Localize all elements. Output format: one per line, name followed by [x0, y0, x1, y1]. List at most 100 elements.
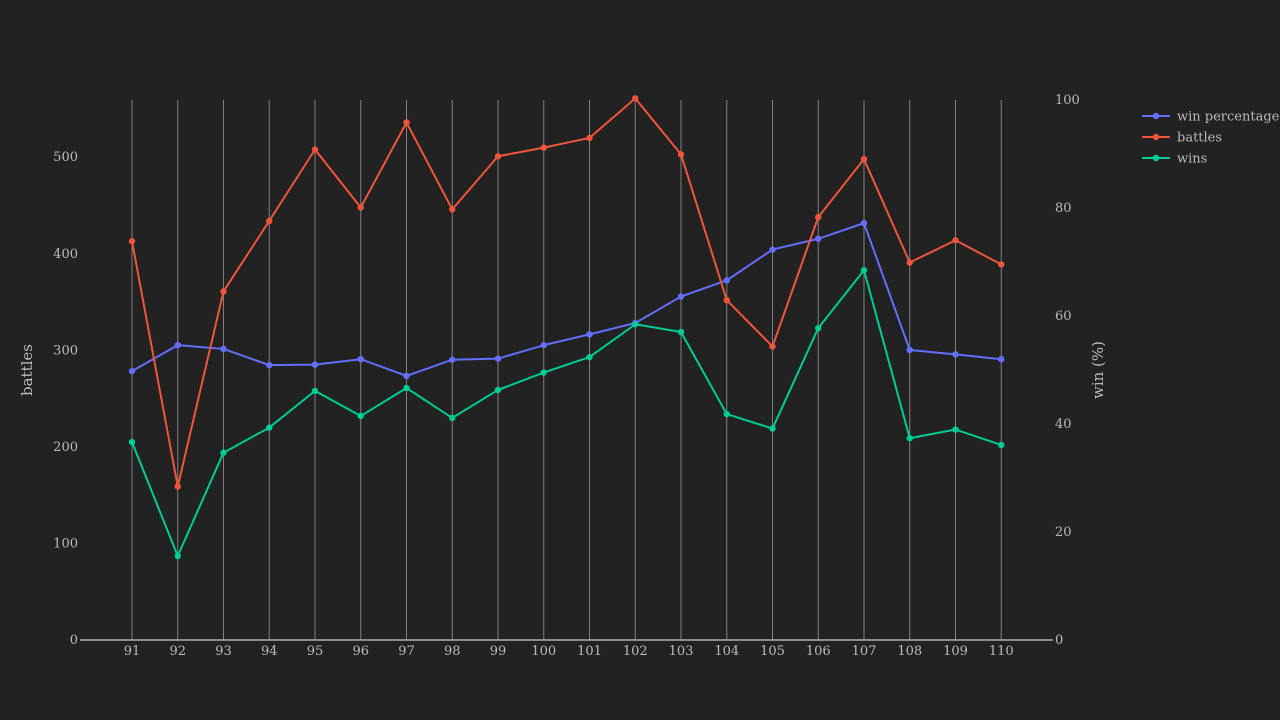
- x-tick-label: 105: [760, 644, 785, 659]
- data-point-wins: [174, 552, 181, 560]
- legend-item-wins[interactable]: wins: [1142, 152, 1207, 167]
- data-point-battles: [906, 259, 913, 266]
- series-battles: [128, 95, 1005, 490]
- data-point-wins: [266, 424, 273, 431]
- x-tick-label: 96: [352, 644, 369, 659]
- data-point-win-percentage: [220, 345, 227, 353]
- data-point-win-percentage: [860, 219, 868, 227]
- x-tick-label: 104: [714, 644, 739, 659]
- y-tick-label: 500: [53, 150, 78, 165]
- y2-tick-label: 0: [1055, 633, 1063, 648]
- data-point-wins: [449, 414, 456, 422]
- legend-swatch-marker: [1152, 154, 1160, 162]
- y2-tick-labels: 0 20 40 60 80 100: [1055, 93, 1080, 648]
- data-point-wins: [540, 369, 547, 376]
- data-point-win-percentage: [677, 293, 685, 300]
- data-point-wins: [677, 328, 685, 336]
- x-tick-label: 98: [444, 644, 461, 659]
- data-point-battles: [723, 296, 730, 304]
- axes: battles win (%): [18, 341, 1107, 641]
- x-tick-label: 103: [669, 644, 694, 659]
- series-line-win-percentage: [131, 222, 1002, 377]
- y-axis-title: battles: [18, 344, 36, 396]
- series-line-wins: [131, 269, 1002, 557]
- data-point-battles: [403, 119, 410, 126]
- y2-tick-label: 80: [1055, 201, 1072, 216]
- data-point-wins: [586, 353, 593, 361]
- data-point-win-percentage: [494, 355, 502, 362]
- data-point-battles: [494, 153, 502, 160]
- x-tick-label: 91: [124, 644, 141, 659]
- legend[interactable]: win percentage battles wins: [1142, 110, 1280, 167]
- data-point-battles: [677, 151, 685, 158]
- x-tick-labels: 91 92 93 94 95 96 97 98 99 100 101 102 103 104 105 106 1…: [124, 644, 1014, 659]
- data-point-win-percentage: [586, 331, 593, 338]
- data-point-win-percentage: [769, 246, 776, 253]
- data-point-win-percentage: [174, 341, 181, 349]
- data-point-wins: [860, 267, 868, 274]
- data-point-win-percentage: [723, 277, 730, 284]
- data-point-battles: [998, 261, 1005, 268]
- data-point-win-percentage: [815, 235, 822, 242]
- x-tick-label: 99: [490, 644, 507, 659]
- x-tick-label: 102: [623, 644, 648, 659]
- legend-swatch-marker: [1152, 112, 1160, 120]
- series-layer: [128, 95, 1005, 560]
- y2-tick-label: 20: [1055, 525, 1072, 540]
- data-point-battles: [357, 204, 364, 211]
- x-tick-label: 100: [531, 644, 556, 659]
- x-tick-label: 101: [577, 644, 602, 659]
- legend-item-win-percentage[interactable]: win percentage: [1142, 110, 1280, 125]
- y-tick-label: 200: [53, 440, 78, 455]
- series-line-battles: [131, 97, 1002, 488]
- x-tick-label: 95: [307, 644, 324, 659]
- data-point-wins: [220, 449, 227, 456]
- data-point-wins: [815, 324, 822, 332]
- series-win-percentage: [128, 219, 1005, 380]
- x-tick-label: 106: [806, 644, 831, 659]
- legend-label: wins: [1177, 152, 1207, 167]
- data-point-battles: [860, 155, 868, 163]
- data-point-wins: [128, 438, 136, 446]
- data-point-battles: [815, 213, 822, 221]
- data-point-wins: [311, 387, 319, 395]
- data-point-battles: [311, 146, 319, 153]
- y2-tick-label: 100: [1055, 93, 1080, 108]
- data-point-win-percentage: [357, 356, 364, 363]
- legend-item-battles[interactable]: battles: [1142, 131, 1222, 146]
- x-tick-label: 109: [943, 644, 968, 659]
- data-point-win-percentage: [311, 361, 319, 368]
- data-point-wins: [769, 425, 776, 432]
- data-point-battles: [449, 206, 456, 213]
- x-tick-label: 92: [169, 644, 186, 659]
- data-point-battles: [769, 343, 776, 350]
- data-point-win-percentage: [403, 372, 410, 380]
- data-point-win-percentage: [449, 356, 456, 363]
- data-point-battles: [632, 95, 639, 102]
- data-point-wins: [723, 410, 730, 418]
- x-tick-label: 107: [852, 644, 877, 659]
- data-point-battles: [174, 483, 181, 490]
- x-tick-label: 108: [897, 644, 922, 659]
- y-tick-label: 400: [53, 247, 78, 262]
- data-point-battles: [220, 288, 227, 295]
- legend-label: battles: [1177, 131, 1222, 146]
- x-tick-label: 110: [989, 644, 1014, 659]
- data-point-battles: [540, 144, 547, 151]
- y-tick-label: 300: [53, 343, 78, 358]
- x-tick-label: 97: [398, 644, 415, 659]
- y2-axis-title: win (%): [1089, 341, 1107, 399]
- data-point-wins: [632, 321, 639, 328]
- grid: [131, 100, 1002, 640]
- data-point-wins: [403, 384, 410, 392]
- data-point-win-percentage: [998, 356, 1005, 363]
- data-point-win-percentage: [128, 367, 136, 375]
- y-tick-label: 100: [53, 536, 78, 551]
- data-point-battles: [586, 134, 593, 142]
- data-point-wins: [357, 412, 364, 420]
- data-point-wins: [998, 441, 1005, 449]
- legend-label: win percentage: [1177, 110, 1280, 125]
- y2-tick-label: 60: [1055, 309, 1072, 324]
